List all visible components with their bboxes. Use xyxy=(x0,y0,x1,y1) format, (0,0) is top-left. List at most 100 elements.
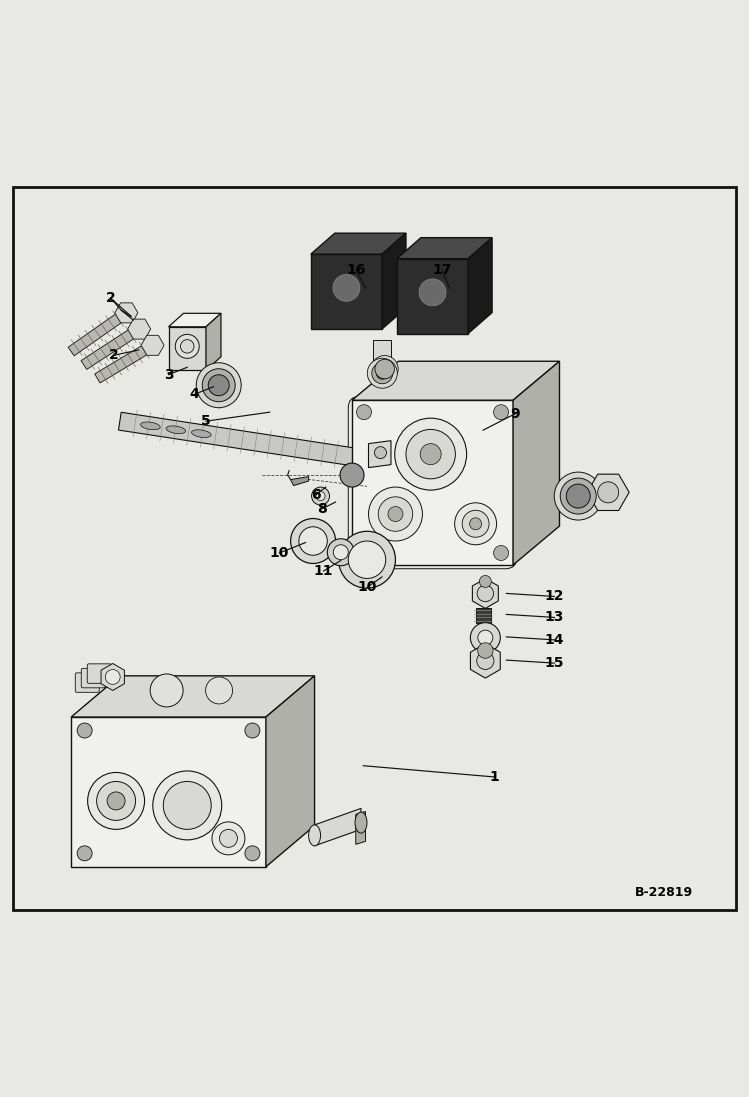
FancyBboxPatch shape xyxy=(403,267,462,326)
Polygon shape xyxy=(315,808,361,846)
Polygon shape xyxy=(169,327,206,371)
Circle shape xyxy=(406,429,455,479)
Text: 2: 2 xyxy=(109,348,119,362)
Polygon shape xyxy=(81,325,142,370)
Circle shape xyxy=(77,846,92,861)
Circle shape xyxy=(299,527,327,555)
Polygon shape xyxy=(352,361,560,400)
Polygon shape xyxy=(71,676,315,717)
Ellipse shape xyxy=(309,825,321,846)
Circle shape xyxy=(374,446,386,459)
Polygon shape xyxy=(169,314,221,327)
Text: 13: 13 xyxy=(545,610,564,624)
Text: 12: 12 xyxy=(545,589,564,603)
Polygon shape xyxy=(311,255,382,329)
Polygon shape xyxy=(513,361,560,565)
Circle shape xyxy=(245,846,260,861)
Polygon shape xyxy=(473,578,498,609)
Circle shape xyxy=(163,781,211,829)
Polygon shape xyxy=(369,441,391,467)
Circle shape xyxy=(369,487,422,541)
Circle shape xyxy=(291,519,336,564)
FancyBboxPatch shape xyxy=(317,262,376,320)
Circle shape xyxy=(327,539,354,566)
Circle shape xyxy=(462,510,489,538)
Circle shape xyxy=(477,585,494,601)
Ellipse shape xyxy=(192,430,211,438)
Ellipse shape xyxy=(166,426,186,433)
Polygon shape xyxy=(397,259,468,333)
Text: 6: 6 xyxy=(312,487,321,501)
Polygon shape xyxy=(587,474,629,510)
Text: 10: 10 xyxy=(357,580,377,595)
Circle shape xyxy=(340,463,364,487)
Circle shape xyxy=(333,274,360,302)
Polygon shape xyxy=(382,234,406,329)
Circle shape xyxy=(455,502,497,545)
Circle shape xyxy=(479,576,491,588)
Circle shape xyxy=(106,669,120,685)
Text: 15: 15 xyxy=(545,656,564,670)
Circle shape xyxy=(205,677,232,704)
Circle shape xyxy=(316,491,325,500)
Circle shape xyxy=(107,792,125,810)
Circle shape xyxy=(494,405,509,420)
Circle shape xyxy=(88,772,145,829)
Bar xyxy=(476,608,491,623)
FancyBboxPatch shape xyxy=(87,664,112,683)
Circle shape xyxy=(470,518,482,530)
Circle shape xyxy=(372,355,398,383)
Text: 2: 2 xyxy=(106,292,116,305)
Circle shape xyxy=(202,369,235,402)
Circle shape xyxy=(367,359,397,388)
Text: 10: 10 xyxy=(270,546,289,559)
Polygon shape xyxy=(468,238,492,333)
Polygon shape xyxy=(127,319,151,339)
FancyBboxPatch shape xyxy=(75,672,99,692)
Circle shape xyxy=(153,771,222,840)
Circle shape xyxy=(566,484,590,508)
Circle shape xyxy=(560,478,596,514)
Polygon shape xyxy=(291,476,309,486)
Text: 4: 4 xyxy=(189,387,200,402)
Text: 17: 17 xyxy=(432,263,452,276)
Polygon shape xyxy=(94,341,155,383)
Text: 5: 5 xyxy=(201,415,211,428)
Circle shape xyxy=(378,497,413,531)
Circle shape xyxy=(212,822,245,855)
Circle shape xyxy=(357,405,372,420)
Polygon shape xyxy=(141,336,164,355)
Text: 11: 11 xyxy=(314,564,333,578)
Circle shape xyxy=(97,781,136,821)
Circle shape xyxy=(181,340,194,353)
Polygon shape xyxy=(68,308,130,355)
Polygon shape xyxy=(206,314,221,371)
Circle shape xyxy=(375,360,395,378)
Polygon shape xyxy=(352,400,513,565)
Text: 16: 16 xyxy=(346,263,366,276)
Polygon shape xyxy=(101,664,124,690)
Circle shape xyxy=(478,630,493,645)
Circle shape xyxy=(77,723,92,738)
Polygon shape xyxy=(266,676,315,867)
Circle shape xyxy=(372,363,392,384)
Circle shape xyxy=(420,443,441,465)
Text: 1: 1 xyxy=(489,770,500,784)
Circle shape xyxy=(150,674,184,706)
Circle shape xyxy=(395,418,467,490)
Polygon shape xyxy=(71,717,266,867)
Circle shape xyxy=(175,335,199,359)
Circle shape xyxy=(598,482,619,502)
Circle shape xyxy=(419,279,446,306)
Text: B-22819: B-22819 xyxy=(634,886,693,900)
Polygon shape xyxy=(373,340,391,364)
Circle shape xyxy=(357,545,372,561)
Circle shape xyxy=(554,472,602,520)
FancyBboxPatch shape xyxy=(82,668,105,688)
Circle shape xyxy=(494,545,509,561)
Polygon shape xyxy=(397,238,492,259)
Text: 3: 3 xyxy=(164,367,173,382)
Circle shape xyxy=(388,507,403,521)
Polygon shape xyxy=(356,812,366,845)
Polygon shape xyxy=(470,644,500,678)
